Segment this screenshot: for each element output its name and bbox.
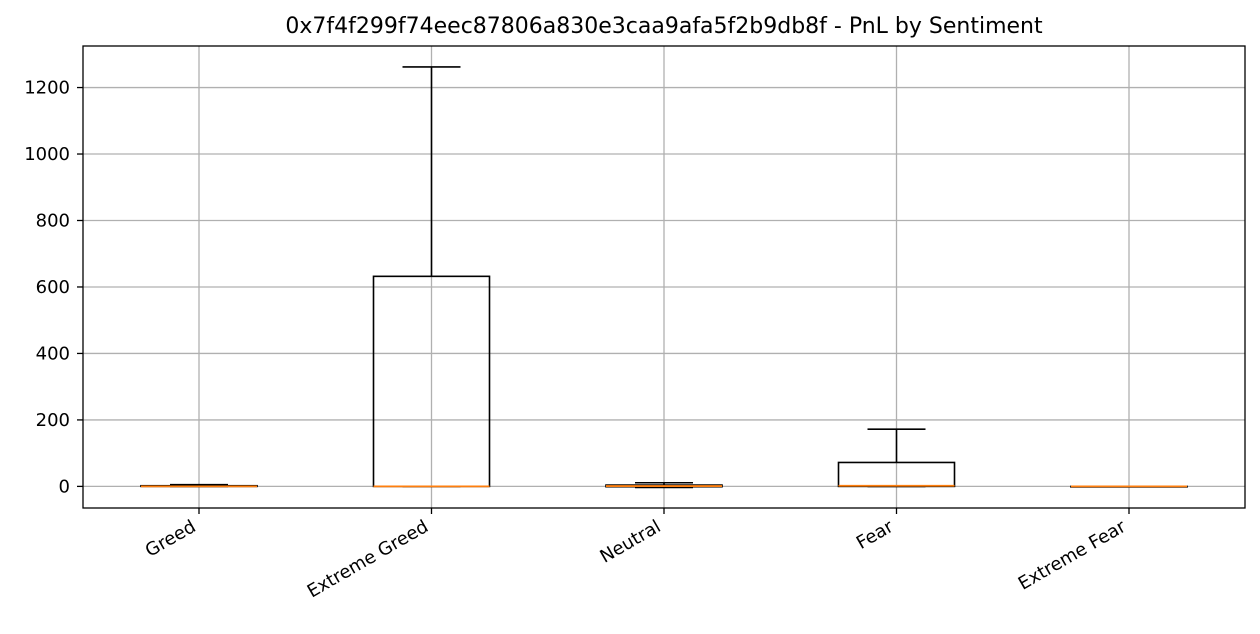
- grid-layer: [83, 46, 1245, 508]
- chart-title: 0x7f4f299f74eec87806a830e3caa9afa5f2b9db…: [285, 14, 1043, 39]
- x-tick-label: Extreme Greed: [304, 516, 432, 602]
- y-tick-label: 200: [36, 410, 70, 431]
- box-layer: [140, 66, 1188, 489]
- y-tick-label: 400: [36, 343, 70, 364]
- x-tick-label: Greed: [142, 516, 200, 561]
- x-tick-label: Fear: [853, 516, 898, 554]
- y-tick-label: 800: [36, 210, 70, 231]
- y-tick-label: 1200: [24, 78, 70, 99]
- box-extreme-greed: [372, 66, 491, 488]
- box-neutral: [605, 481, 723, 489]
- y-tick-label: 0: [59, 476, 70, 497]
- x-tick-label: Neutral: [596, 516, 664, 567]
- plot-area-frame: [82, 45, 1246, 509]
- axis-layer: 0 200 400 600 800 1000 1200 Greed Extreme Greed N…: [24, 78, 1130, 603]
- box-extreme-fear: [1070, 485, 1188, 488]
- x-tick-label: Extreme Fear: [1015, 516, 1130, 595]
- box-greed: [140, 483, 258, 488]
- box-fear: [837, 428, 956, 488]
- y-tick-label: 600: [36, 277, 70, 298]
- y-tick-label: 1000: [24, 144, 70, 165]
